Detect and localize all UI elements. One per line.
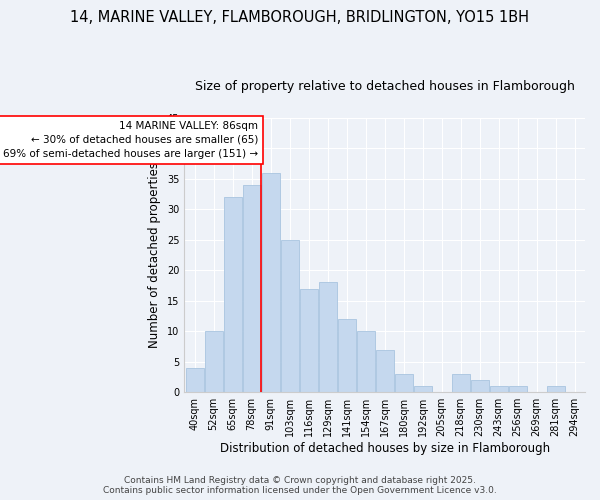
- Bar: [185, 368, 203, 392]
- Bar: [452, 374, 470, 392]
- Bar: [547, 386, 565, 392]
- Y-axis label: Number of detached properties: Number of detached properties: [148, 162, 161, 348]
- Title: Size of property relative to detached houses in Flamborough: Size of property relative to detached ho…: [194, 80, 575, 93]
- Bar: [490, 386, 508, 392]
- Bar: [395, 374, 413, 392]
- Bar: [224, 197, 242, 392]
- Bar: [356, 331, 374, 392]
- Bar: [205, 331, 223, 392]
- Bar: [262, 172, 280, 392]
- Bar: [319, 282, 337, 392]
- Bar: [413, 386, 431, 392]
- Text: Contains HM Land Registry data © Crown copyright and database right 2025.
Contai: Contains HM Land Registry data © Crown c…: [103, 476, 497, 495]
- Bar: [299, 288, 317, 392]
- Bar: [509, 386, 527, 392]
- X-axis label: Distribution of detached houses by size in Flamborough: Distribution of detached houses by size …: [220, 442, 550, 455]
- Bar: [376, 350, 394, 392]
- Bar: [281, 240, 299, 392]
- Text: 14 MARINE VALLEY: 86sqm
← 30% of detached houses are smaller (65)
69% of semi-de: 14 MARINE VALLEY: 86sqm ← 30% of detache…: [3, 121, 258, 159]
- Text: 14, MARINE VALLEY, FLAMBOROUGH, BRIDLINGTON, YO15 1BH: 14, MARINE VALLEY, FLAMBOROUGH, BRIDLING…: [71, 10, 530, 25]
- Bar: [470, 380, 488, 392]
- Bar: [242, 185, 260, 392]
- Bar: [338, 319, 356, 392]
